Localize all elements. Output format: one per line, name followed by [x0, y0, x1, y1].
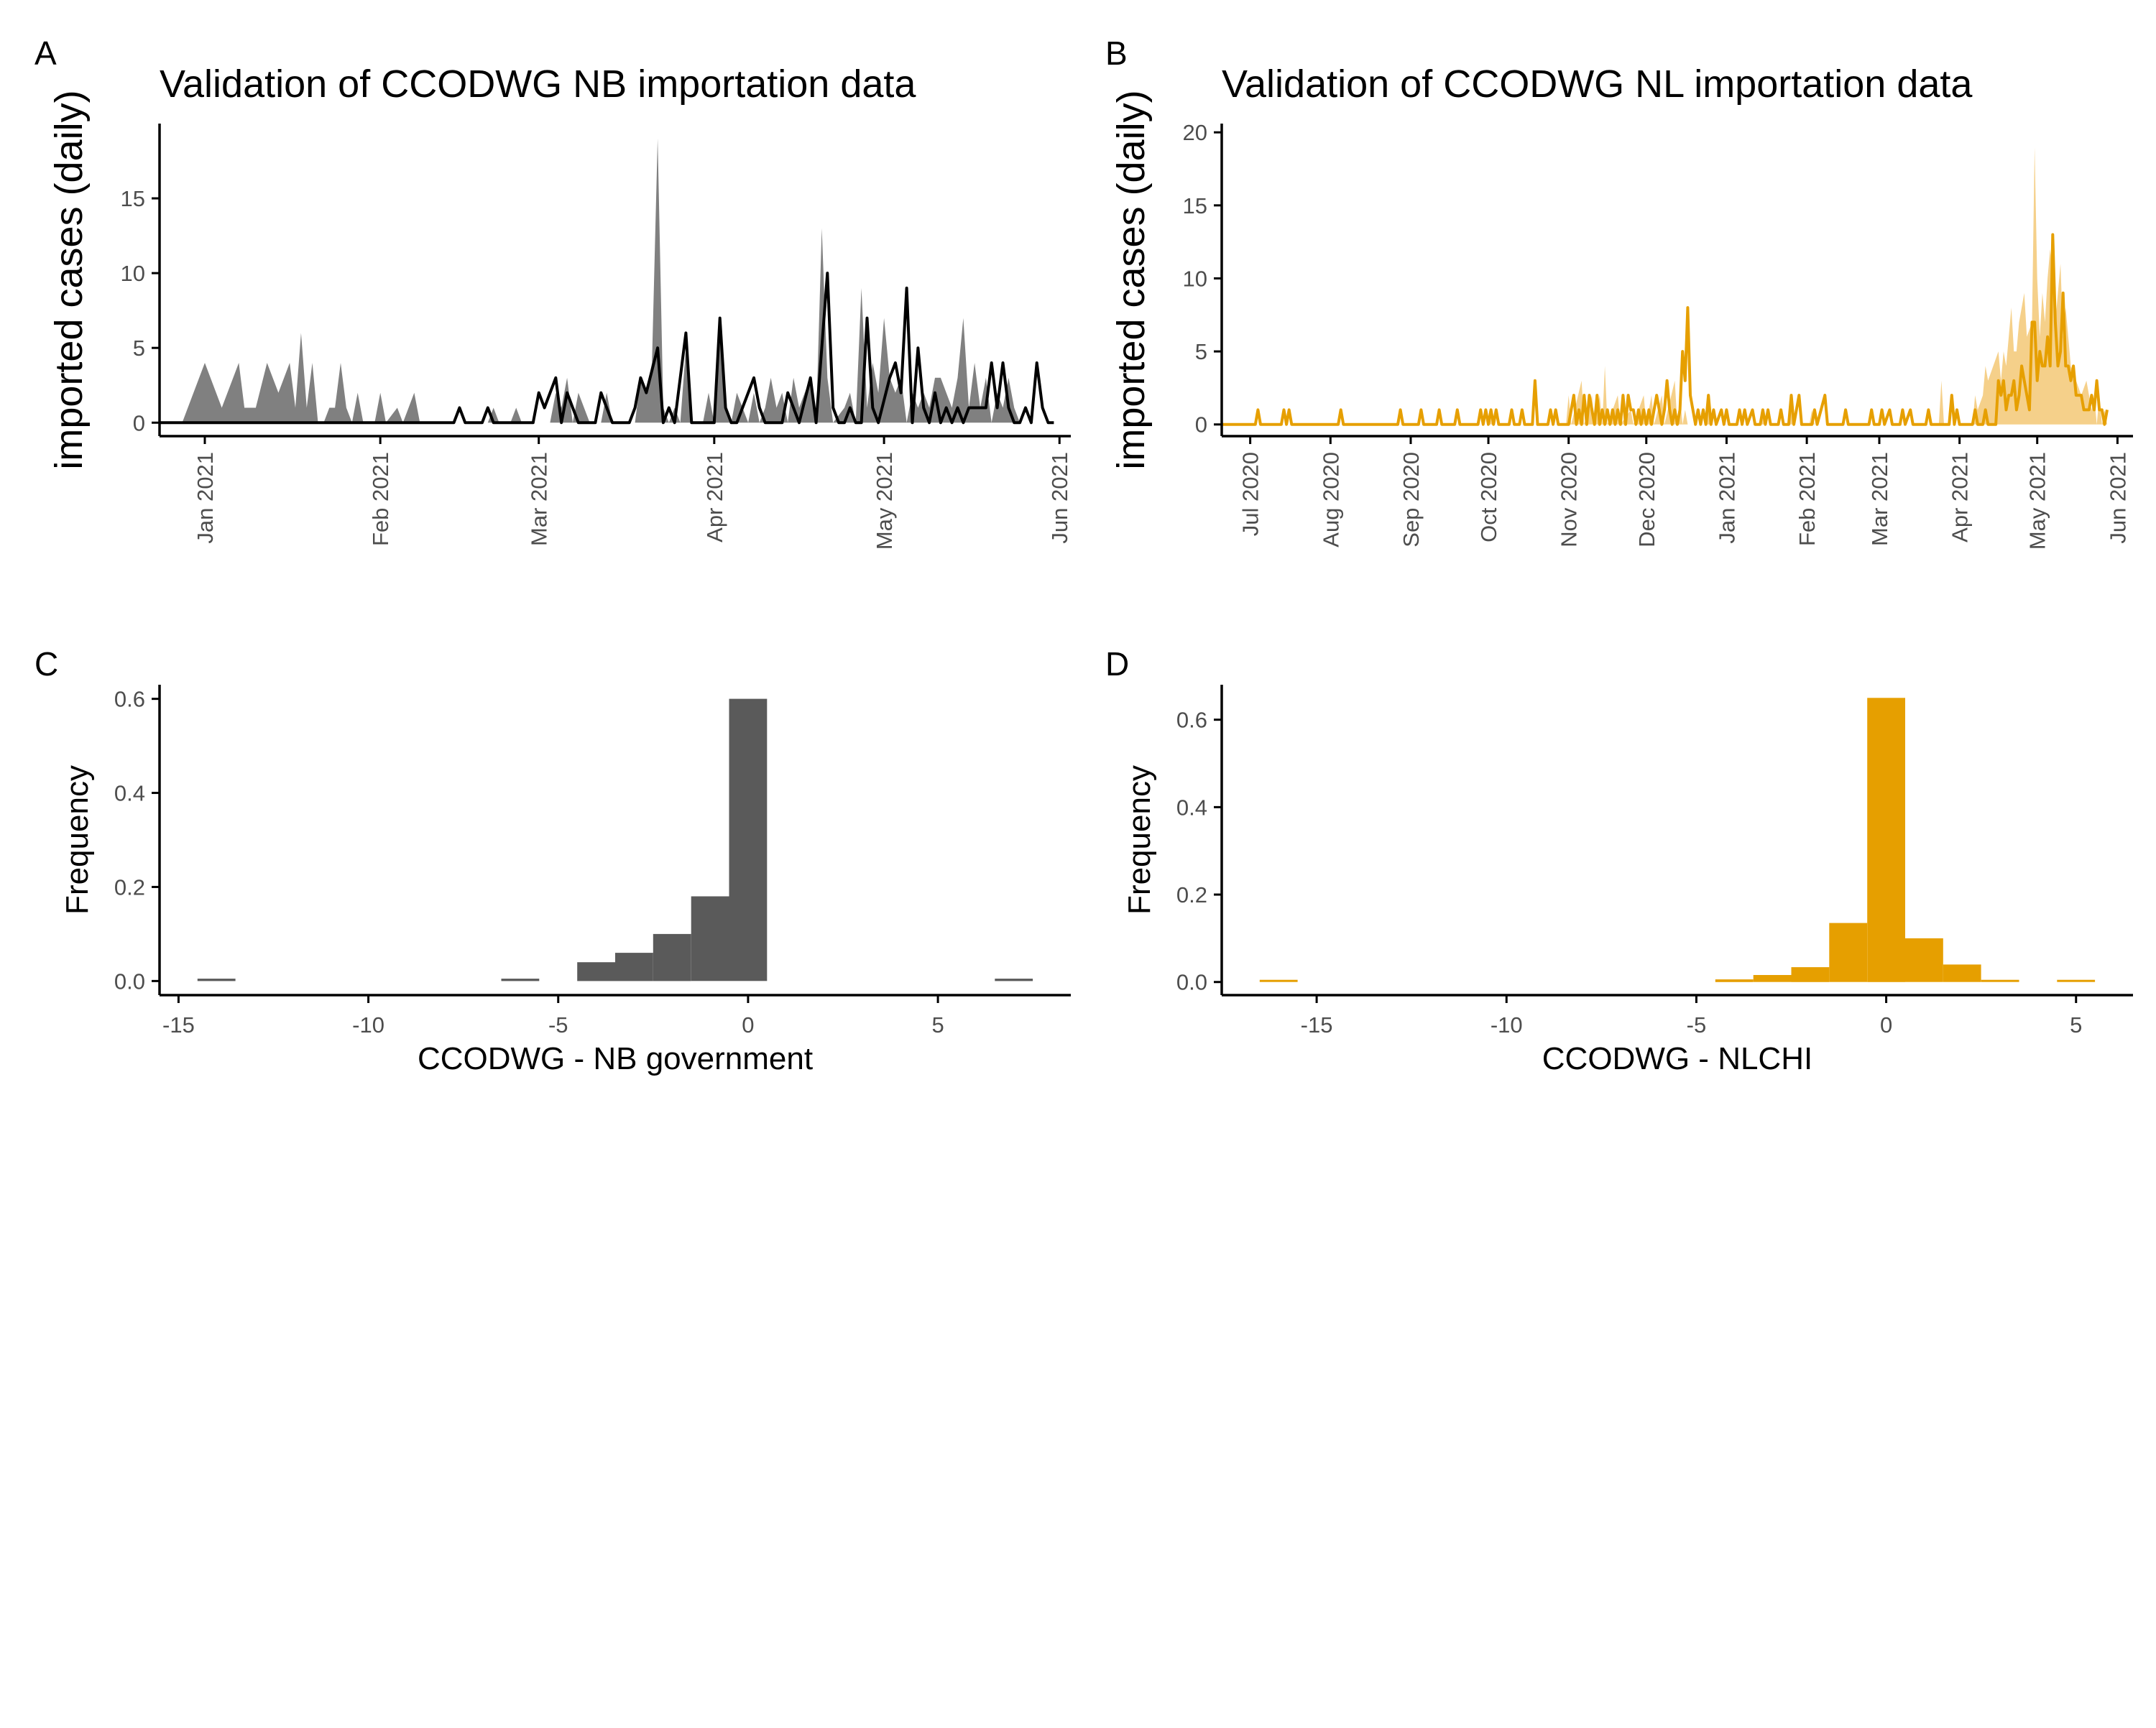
y-axis-title: imported cases (daily) [1110, 90, 1153, 469]
histogram-bar [577, 962, 615, 981]
x-axis-title: CCODWG - NB government [418, 1041, 813, 1076]
panel-label: B [1105, 34, 1128, 72]
y-tick-label: 0.6 [1176, 708, 1207, 733]
y-tick-label: 0.2 [1176, 882, 1207, 907]
x-tick-label: -15 [1301, 1012, 1333, 1038]
series-area-government [160, 138, 1031, 423]
x-tick-label: Aug 2020 [1318, 452, 1343, 547]
histogram-bar [1259, 979, 1298, 982]
x-tick-label: Jun 2021 [1047, 452, 1072, 544]
histogram-bar [615, 953, 653, 981]
histogram-bar [1715, 979, 1754, 982]
x-tick-label: Apr 2021 [1948, 452, 1973, 542]
x-tick-label: Jun 2021 [2105, 452, 2130, 544]
y-tick-label: 5 [133, 336, 145, 361]
y-tick-label: 0.4 [1176, 795, 1207, 820]
histogram-bar [501, 979, 540, 981]
histogram-bar [995, 979, 1033, 981]
panel-label: C [34, 645, 58, 683]
panel-label: D [1105, 645, 1129, 683]
x-tick-label: Dec 2020 [1634, 452, 1659, 547]
chart-title: Validation of CCODWG NL importation data [1222, 63, 1973, 106]
y-tick-label: 0.2 [114, 874, 145, 900]
x-tick-label: Feb 2021 [1795, 452, 1820, 546]
histogram-bar [1905, 938, 1943, 982]
histogram-bar [1943, 964, 1981, 982]
y-tick-label: 0.0 [1176, 970, 1207, 995]
histogram-bar [1829, 923, 1868, 982]
x-tick-label: Sep 2020 [1399, 452, 1424, 547]
y-axis-title: Frequency [60, 765, 95, 915]
x-tick-label: Mar 2021 [527, 452, 552, 546]
panel-label: A [34, 34, 57, 72]
y-tick-label: 0.0 [114, 969, 145, 994]
x-tick-label: -5 [1687, 1012, 1707, 1038]
histogram-bar [2057, 979, 2096, 982]
x-tick-label: Jan 2021 [1714, 452, 1739, 544]
panel-d: D Frequency CCODWG - NLCHI 0.0 0.2 0.4 0.6 -15 -… [1105, 645, 2133, 1076]
histogram-bar [653, 933, 691, 981]
y-tick-label: 0.6 [114, 687, 145, 712]
histogram-bar [729, 698, 768, 981]
x-axis-title: CCODWG - NLCHI [1542, 1041, 1812, 1076]
y-tick-label: 0 [1195, 412, 1207, 438]
x-tick-label: 0 [742, 1012, 754, 1038]
x-tick-label: 0 [1880, 1012, 1892, 1038]
x-tick-label: Apr 2021 [702, 452, 727, 542]
y-tick-label: 0.4 [114, 781, 145, 806]
panel-a: A Validation of CCODWG NB importation dat… [34, 34, 1072, 550]
x-tick-label: Nov 2020 [1557, 452, 1582, 547]
y-tick-label: 15 [1183, 193, 1207, 218]
series-line-ccodwg [1222, 233, 2109, 426]
histogram-bar [1791, 967, 1830, 982]
x-tick-label: 5 [931, 1012, 944, 1038]
chart-title: Validation of CCODWG NB importation data [160, 63, 916, 106]
y-axis-title: Frequency [1122, 765, 1157, 915]
panel-b: B Validation of CCODWG NL importation dat… [1105, 34, 2133, 550]
y-axis-title: imported cases (daily) [47, 90, 91, 469]
histogram-bar [1981, 979, 2019, 982]
x-tick-label: May 2021 [872, 452, 897, 550]
x-tick-label: Feb 2021 [368, 452, 393, 546]
y-tick-label: 10 [121, 261, 145, 286]
series-line-ccodwg [160, 272, 1054, 425]
histogram-bar [1753, 975, 1792, 982]
x-tick-label: -15 [162, 1012, 195, 1038]
histogram-bar [691, 896, 729, 981]
series-area-government [1488, 147, 2107, 425]
x-tick-label: -10 [1491, 1012, 1523, 1038]
y-tick-label: 20 [1183, 120, 1207, 145]
x-tick-label: Jan 2021 [193, 452, 218, 544]
y-tick-label: 15 [121, 186, 145, 211]
x-tick-label: -10 [352, 1012, 384, 1038]
x-tick-label: Oct 2020 [1476, 452, 1501, 542]
histogram-bar [1867, 698, 1905, 982]
y-tick-label: 10 [1183, 266, 1207, 291]
y-tick-label: 5 [1195, 339, 1207, 364]
x-tick-label: Jul 2020 [1238, 452, 1263, 536]
panel-c: C Frequency CCODWG - NB government 0.0 0.2 0.… [34, 645, 1071, 1076]
x-tick-label: May 2021 [2025, 452, 2050, 550]
histogram-bar [197, 979, 236, 981]
x-tick-label: Mar 2021 [1867, 452, 1892, 546]
x-tick-label: 5 [2070, 1012, 2082, 1038]
y-tick-label: 0 [133, 410, 145, 435]
x-tick-label: -5 [548, 1012, 568, 1038]
